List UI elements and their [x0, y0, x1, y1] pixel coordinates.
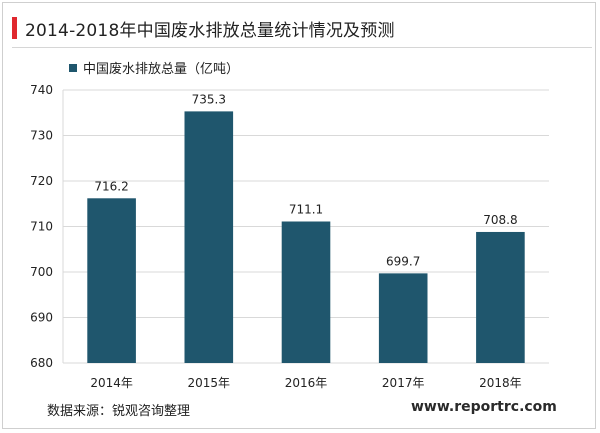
data-label: 711.1: [289, 202, 323, 216]
y-tick-label: 710: [30, 220, 53, 234]
bar-2015年: [184, 111, 234, 363]
x-axis-ticks: 2014年 2015年 2016年 2017年 2018年: [90, 376, 521, 390]
y-tick-label: 680: [30, 356, 53, 370]
bar-chart: 680 690 700 710 720 730 740 716.2 735.3 711.1 699…: [30, 83, 549, 390]
legend-swatch: [69, 63, 77, 72]
y-tick-label: 740: [30, 83, 53, 97]
bars: [87, 111, 525, 363]
chart-title: 2014-2018年中国废水排放总量统计情况及预测: [25, 21, 395, 41]
bar-2014年: [87, 198, 136, 363]
bar-2017年: [378, 273, 428, 363]
x-tick-label: 2014年: [90, 376, 133, 390]
x-tick-label: 2017年: [382, 376, 425, 390]
bar-2018年: [476, 231, 525, 363]
data-label: 708.8: [483, 213, 517, 227]
data-labels: 716.2 735.3 711.1 699.7 708.8: [94, 92, 517, 268]
data-label: 735.3: [192, 92, 226, 106]
y-axis-ticks: 680 690 700 710 720 730 740: [30, 83, 53, 370]
data-label: 699.7: [386, 254, 420, 268]
x-tick-label: 2018年: [479, 376, 522, 390]
legend: 中国废水排放总量（亿吨）: [69, 58, 239, 77]
x-tick-label: 2015年: [188, 376, 231, 390]
title-divider: [12, 47, 592, 48]
y-tick-label: 730: [30, 129, 53, 143]
data-label: 716.2: [94, 179, 128, 193]
bar-2016年: [281, 221, 331, 363]
data-source: 数据来源：锐观咨询整理: [47, 404, 191, 419]
website-link[interactable]: www.reportrc.com: [411, 399, 557, 415]
chart-frame: 2014-2018年中国废水排放总量统计情况及预测 中国废水排放总量（亿吨） 6…: [2, 2, 596, 429]
x-tick-label: 2016年: [285, 376, 328, 390]
title-accent-bar: [12, 17, 17, 39]
legend-label: 中国废水排放总量（亿吨）: [83, 62, 240, 77]
y-tick-label: 700: [30, 265, 53, 279]
gridlines: [62, 89, 549, 364]
y-tick-label: 720: [30, 174, 53, 188]
y-tick-label: 690: [30, 311, 53, 325]
